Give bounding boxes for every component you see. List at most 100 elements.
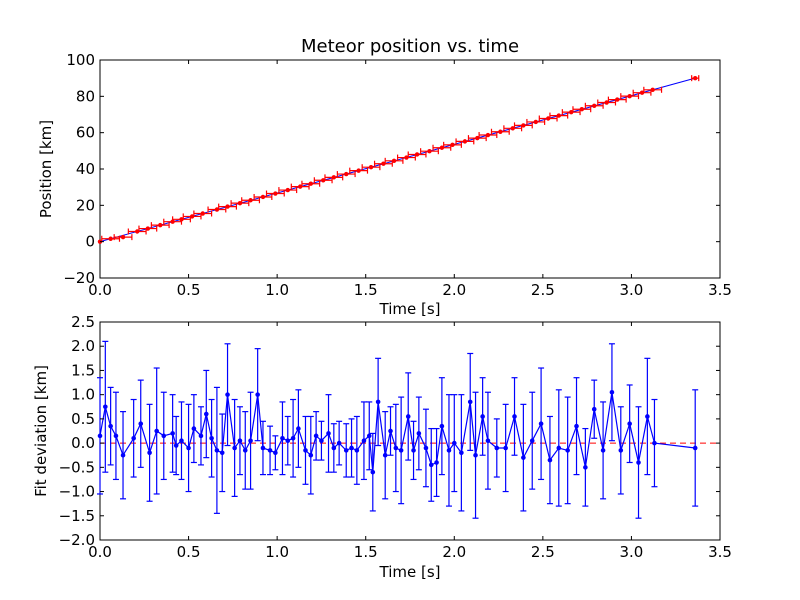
position-point (158, 222, 163, 228)
deviation-point (388, 428, 393, 434)
deviation-point (375, 399, 381, 405)
deviation-y-tick-label: 2.5 (71, 313, 95, 331)
position-point (189, 214, 195, 219)
position-point (475, 135, 480, 141)
deviation-chart: 0.0 0.5 1.0 1.5 2.0 2.5 3.0 3.5 −2.0 −1.5 −1.0 −0.… (32, 313, 732, 581)
position-point (615, 97, 620, 102)
position-point (439, 145, 445, 150)
deviation-point (248, 438, 253, 443)
position-x-tick-label: 0.5 (177, 281, 201, 299)
position-point (639, 90, 645, 95)
deviation-point (147, 450, 152, 456)
deviation-point (285, 438, 291, 443)
position-x-tick-label: 0.0 (88, 281, 112, 299)
deviation-point (547, 457, 553, 463)
position-point (545, 116, 551, 121)
position-point (414, 152, 420, 157)
deviation-x-tick-label: 1.5 (354, 543, 378, 561)
position-point (510, 126, 515, 131)
deviation-point (186, 445, 191, 451)
deviation-point (521, 455, 526, 460)
deviation-point (565, 448, 570, 453)
position-point (214, 207, 220, 212)
position-point (556, 113, 561, 118)
position-point (485, 132, 491, 138)
deviation-x-tick-label: 1.0 (265, 543, 289, 561)
deviation-point (692, 445, 698, 451)
deviation-point (600, 448, 606, 453)
position-y-tick-label: 100 (66, 51, 95, 69)
deviation-point (108, 423, 113, 429)
deviation-point (480, 414, 485, 419)
deviation-point (411, 448, 416, 453)
deviation-point (173, 443, 179, 448)
position-point (533, 119, 538, 125)
deviation-point (405, 414, 411, 419)
deviation-point (451, 440, 457, 446)
position-x-tick-label: 3.5 (708, 281, 732, 299)
deviation-point (485, 438, 491, 443)
position-point (381, 161, 386, 166)
position-x-tick-label: 2.5 (531, 281, 555, 299)
position-point (579, 107, 585, 112)
deviation-y-tick-label: −0.5 (59, 458, 95, 476)
deviation-point (398, 448, 404, 453)
deviation-point (336, 440, 342, 446)
deviation-point (434, 460, 439, 465)
deviation-point (331, 445, 337, 451)
deviation-x-tick-label: 0.5 (177, 543, 201, 561)
position-point (391, 158, 397, 164)
deviation-point (203, 411, 209, 417)
position-y-tick-label: 60 (76, 124, 95, 142)
deviation-point (237, 438, 243, 443)
deviation-x-ticks: 0.0 0.5 1.0 1.5 2.0 2.5 3.0 3.5 (88, 322, 732, 561)
deviation-x-tick-label: 3.0 (619, 543, 643, 561)
deviation-x-axis-label: Time [s] (379, 563, 441, 581)
deviation-point (319, 438, 324, 443)
deviation-point (382, 452, 388, 458)
deviation-y-axis-label: Fit deviation [km] (32, 365, 50, 497)
deviation-point (370, 469, 376, 475)
deviation-point (179, 438, 184, 443)
position-plot-frame (99, 59, 721, 279)
position-point (368, 164, 374, 170)
deviation-point (446, 448, 452, 453)
deviation-y-tick-label: −2.0 (59, 531, 95, 549)
deviation-point (296, 426, 301, 431)
deviation-point (170, 431, 175, 436)
position-point (308, 181, 313, 186)
deviation-point (97, 433, 103, 439)
position-y-tick-label: 20 (76, 196, 95, 214)
deviation-point (583, 465, 588, 470)
position-point (569, 109, 574, 115)
deviation-point (467, 399, 473, 405)
position-chart-title: Meteor position vs. time (301, 36, 519, 57)
deviation-x-tick-label: 2.0 (442, 543, 466, 561)
deviation-point (313, 433, 319, 439)
deviation-x-tick-label: 0.0 (88, 543, 112, 561)
position-point (450, 142, 455, 148)
position-point (427, 148, 432, 154)
position-point (285, 187, 290, 193)
deviation-point (361, 438, 367, 443)
deviation-y-tick-label: 1.0 (71, 386, 95, 404)
deviation-point (652, 440, 657, 446)
position-point (135, 229, 140, 234)
deviation-point (609, 389, 615, 395)
position-point (344, 171, 349, 177)
deviation-point (242, 448, 248, 453)
position-point (120, 234, 126, 240)
deviation-point (209, 435, 214, 441)
deviation-plot-marks (97, 340, 720, 519)
deviation-point (290, 435, 296, 441)
deviation-point (503, 445, 508, 451)
deviation-point (423, 445, 429, 451)
deviation-point (113, 433, 119, 439)
deviation-y-tick-label: −1.5 (59, 507, 95, 525)
deviation-point (473, 452, 478, 458)
position-point (237, 200, 243, 206)
deviation-point (232, 445, 237, 451)
position-x-ticks: 0.0 0.5 1.0 1.5 2.0 2.5 3.0 3.5 (88, 60, 732, 299)
position-point (179, 217, 184, 222)
position-point (297, 184, 303, 189)
